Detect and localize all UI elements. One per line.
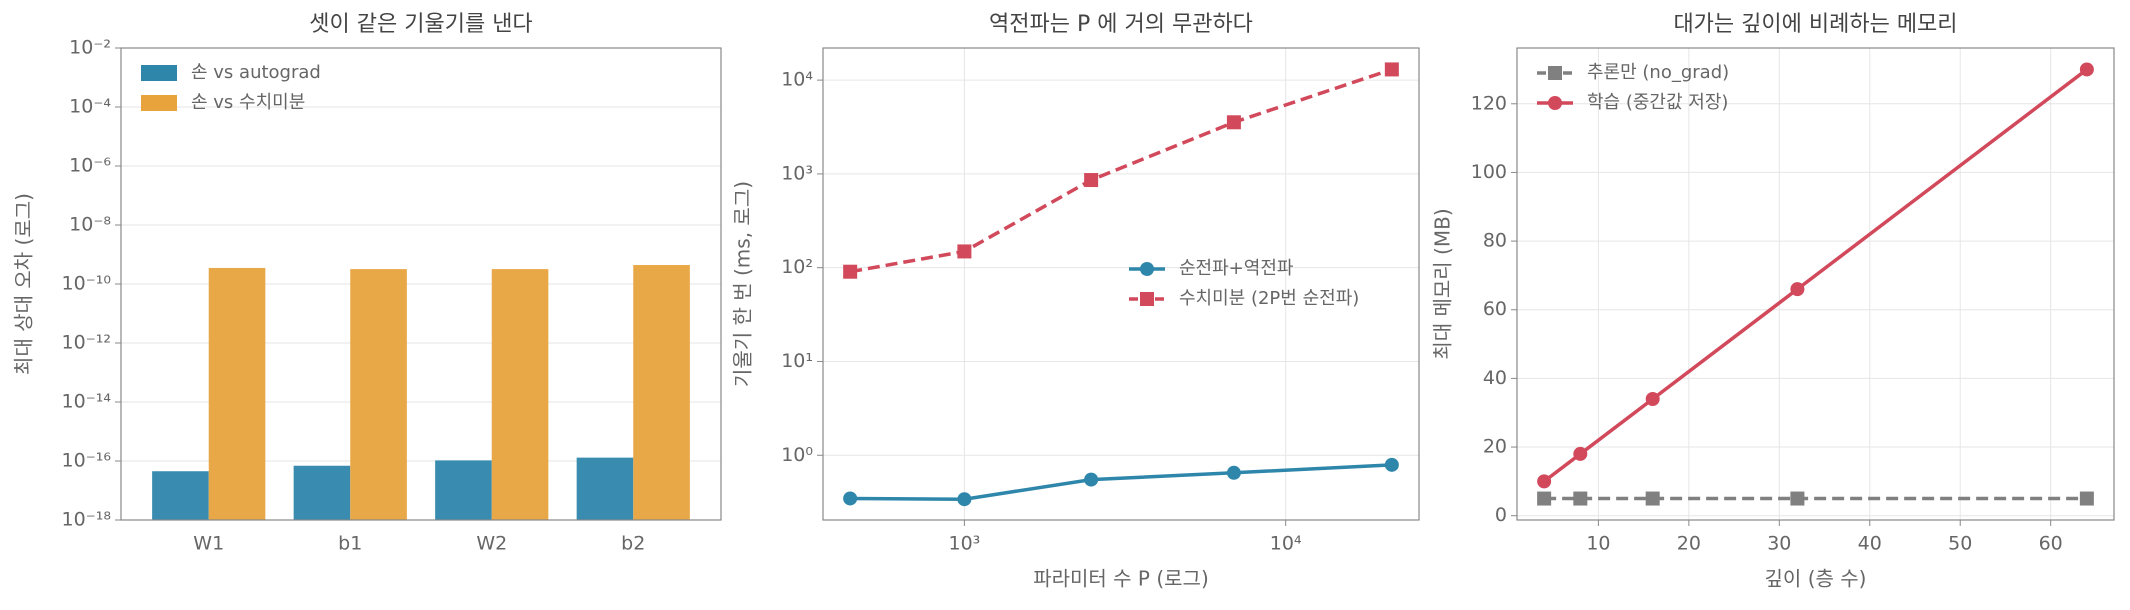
marker	[1537, 491, 1552, 506]
legend-label: 수치미분 (2P번 순전파)	[1179, 288, 1359, 309]
marker	[2079, 491, 2094, 506]
x-tick-label: b2	[621, 533, 645, 555]
y-tick-label: 60	[1483, 298, 1507, 320]
marker	[1084, 472, 1099, 487]
legend-label: 추론만 (no_grad)	[1587, 62, 1729, 83]
marker	[1226, 115, 1241, 130]
legend-label: 손 vs autograd	[191, 62, 321, 83]
x-tick-label: 50	[1948, 533, 1972, 555]
legend-label: 손 vs 수치미분	[191, 92, 305, 113]
marker	[1384, 457, 1399, 472]
y-tick-label: 10³	[781, 162, 813, 184]
marker	[1573, 491, 1588, 506]
y-tick-label: 10⁻⁸	[69, 214, 111, 236]
plot-frame	[822, 47, 1420, 521]
x-tick-label: 10	[1586, 533, 1610, 555]
y-tick-label: 10⁻⁶	[69, 155, 111, 177]
y-tick-label: 10⁻¹⁰	[62, 273, 111, 295]
marker	[1645, 491, 1660, 506]
y-tick-label: 10⁴	[781, 69, 813, 91]
legend-swatch	[141, 65, 177, 81]
x-tick-label: 10³	[948, 533, 980, 555]
marker	[957, 244, 972, 259]
y-tick-label: 40	[1483, 367, 1507, 389]
marker	[1084, 173, 1099, 188]
x-tick-label: b1	[338, 533, 362, 555]
plot-frame	[1516, 47, 2115, 521]
bar	[293, 465, 351, 520]
bar	[208, 267, 266, 520]
bar	[350, 269, 407, 520]
x-axis-label: 파라미터 수 P (로그)	[1033, 567, 1209, 591]
y-tick-label: 120	[1471, 92, 1507, 114]
legend-label: 순전파+역전파	[1179, 258, 1294, 279]
line	[850, 463, 1392, 501]
marker	[1645, 391, 1660, 406]
bar	[633, 265, 690, 520]
bar	[491, 269, 549, 520]
y-tick-label: 10⁰	[781, 444, 813, 466]
x-axis-label: 깊이 (층 수)	[1765, 567, 1867, 591]
marker	[1790, 491, 1805, 506]
marker	[843, 264, 858, 279]
y-tick-label: 10⁻¹⁸	[62, 509, 111, 531]
bar	[152, 471, 209, 520]
x-tick-label: 60	[2039, 533, 2063, 555]
marker	[1790, 282, 1805, 297]
x-tick-label: 40	[1858, 533, 1882, 555]
bar	[576, 457, 634, 520]
x-tick-label: 20	[1677, 533, 1701, 555]
marker	[843, 491, 858, 506]
line	[849, 67, 1393, 274]
plot-frame	[120, 47, 722, 521]
y-axis-label: 기울기 한 번 (ms, 로그)	[731, 181, 755, 387]
marker	[1573, 446, 1588, 461]
y-tick-label: 10¹	[781, 350, 813, 372]
chart-title: 대가는 깊이에 비례하는 메모리	[1673, 12, 1957, 37]
legend-marker	[1140, 262, 1154, 276]
y-tick-label: 10²	[781, 256, 813, 278]
y-tick-label: 10⁻¹²	[62, 332, 111, 354]
y-tick-label: 0	[1495, 504, 1507, 526]
legend-marker	[1548, 66, 1562, 80]
chart-title: 셋이 같은 기울기를 낸다	[309, 12, 532, 37]
y-axis-label: 최대 상대 오차 (로그)	[12, 193, 36, 375]
marker	[1384, 62, 1399, 77]
legend-label: 학습 (중간값 저장)	[1587, 92, 1728, 113]
legend-marker	[1140, 292, 1154, 306]
y-tick-label: 80	[1483, 230, 1507, 252]
marker	[1226, 465, 1241, 480]
legend-marker	[1548, 96, 1562, 110]
y-axis-label: 최대 메모리 (MB)	[1431, 208, 1455, 359]
line	[1543, 68, 2088, 483]
x-tick-label: W2	[476, 533, 507, 555]
y-tick-label: 10⁻⁴	[69, 96, 111, 118]
y-tick-label: 10⁻¹⁴	[62, 391, 112, 413]
marker	[2079, 62, 2094, 77]
y-tick-label: 100	[1471, 161, 1507, 183]
marker	[1537, 474, 1552, 489]
marker	[957, 492, 972, 507]
x-tick-label: 10⁴	[1270, 533, 1302, 555]
bar	[435, 460, 492, 520]
legend-swatch	[141, 95, 177, 111]
x-tick-label: 30	[1767, 533, 1791, 555]
x-tick-label: W1	[193, 533, 224, 555]
chart-title: 역전파는 P 에 거의 무관하다	[989, 12, 1253, 37]
y-tick-label: 10⁻¹⁶	[62, 450, 111, 472]
y-tick-label: 10⁻²	[69, 37, 111, 59]
y-tick-label: 20	[1483, 436, 1507, 458]
